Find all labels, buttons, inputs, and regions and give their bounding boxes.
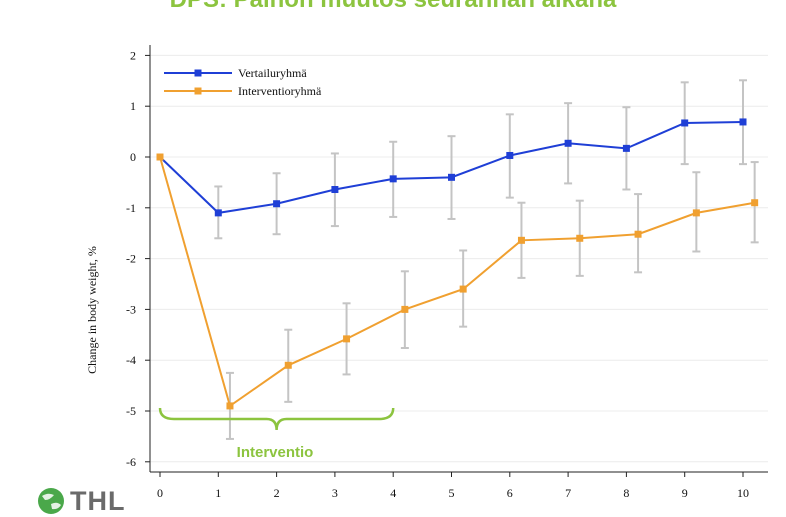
legend-entry: Interventioryhmä (164, 84, 322, 98)
thl-logo: THL (36, 486, 125, 516)
data-point (576, 234, 584, 242)
series-1 (156, 79, 747, 240)
legend-marker (194, 87, 202, 95)
y-tick-label: -6 (126, 455, 136, 469)
data-point (564, 139, 572, 147)
legend-label: Interventioryhmä (238, 84, 322, 98)
page-title: DPS: Painon muutos seurannan aikana (0, 0, 786, 14)
annotation-label: Interventio (237, 444, 314, 461)
data-point (517, 236, 525, 244)
x-tick-label: 9 (682, 486, 688, 500)
data-point (273, 200, 281, 208)
globe-icon (38, 488, 64, 514)
data-point (156, 153, 164, 161)
series-line (159, 156, 755, 408)
data-point (331, 186, 339, 194)
annotation-group: Interventio (158, 407, 395, 461)
y-tick-label: -1 (126, 201, 136, 215)
legend: Vertailuryhmä Interventioryhmä (164, 66, 322, 98)
data-point (681, 119, 689, 127)
x-tick-label: 7 (565, 486, 571, 500)
data-point (459, 285, 467, 293)
y-axis-label: Change in body weight, % (85, 246, 99, 374)
x-tick-label: 1 (215, 486, 221, 500)
series-group (156, 79, 759, 440)
data-point (214, 209, 222, 217)
x-tick-label: 0 (157, 486, 163, 500)
y-tick-labels: -6 -5 -4 -3 -2 -1 0 1 2 (126, 48, 136, 468)
data-point (401, 305, 409, 313)
body-weight-chart: -6 -5 -4 -3 -2 -1 0 1 2 0 1 2 3 4 5 6 7 8 9 10 Change in b… (85, 45, 768, 500)
grid-lines (150, 54, 768, 463)
x-tick-label: 10 (737, 486, 749, 500)
data-point (343, 335, 351, 343)
y-tick-label: 1 (130, 99, 136, 113)
y-tick-label: -2 (126, 252, 136, 266)
data-point (692, 209, 700, 217)
data-point (284, 361, 292, 369)
legend-entry: Vertailuryhmä (164, 66, 307, 80)
x-tick-label: 4 (390, 486, 396, 500)
data-point (226, 402, 234, 410)
legend-label: Vertailuryhmä (238, 66, 307, 80)
y-tick-label: 0 (130, 150, 136, 164)
x-tick-label: 6 (507, 486, 513, 500)
data-point (622, 144, 630, 152)
data-point (634, 230, 642, 238)
data-point (739, 118, 747, 126)
y-tick-label: -3 (126, 302, 136, 316)
data-point (389, 175, 397, 183)
data-point (506, 151, 514, 159)
series-2 (156, 153, 759, 440)
x-tick-label: 2 (274, 486, 280, 500)
y-tick-label: 2 (130, 48, 136, 62)
y-tick-label: -4 (126, 353, 136, 367)
x-tick-labels: 0 1 2 3 4 5 6 7 8 9 10 (157, 486, 749, 500)
x-tick-label: 3 (332, 486, 338, 500)
data-point (448, 173, 455, 181)
data-point (751, 199, 759, 207)
legend-marker (194, 69, 202, 77)
logo-text: THL (70, 485, 126, 516)
annotation-brace (158, 407, 395, 431)
x-tick-label: 5 (449, 486, 455, 500)
y-tick-label: -5 (126, 404, 136, 418)
axes (145, 45, 768, 477)
x-tick-label: 8 (623, 486, 629, 500)
